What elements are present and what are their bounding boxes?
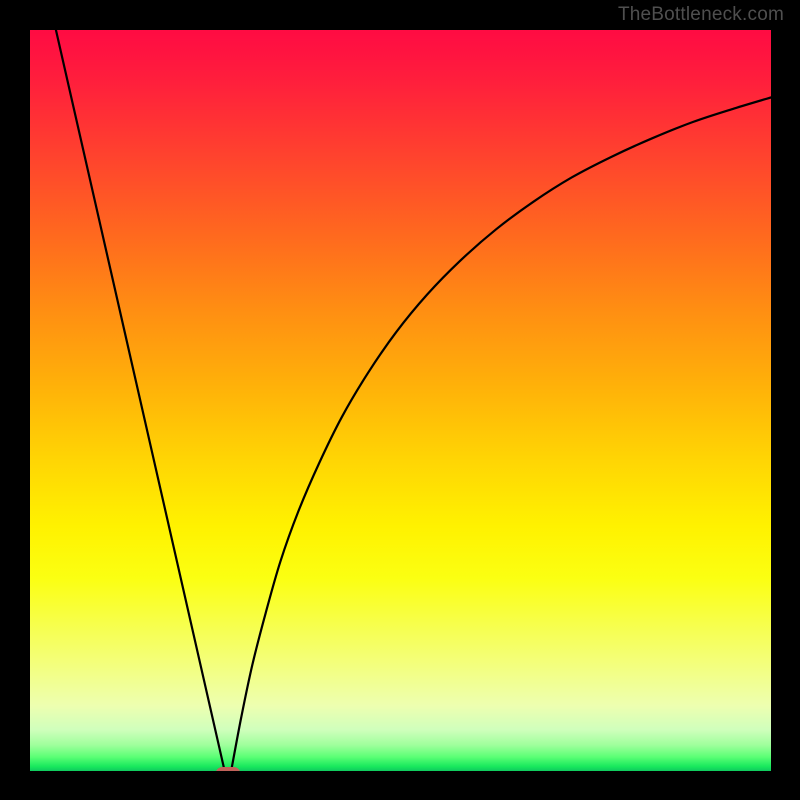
curve-left — [56, 30, 224, 769]
watermark-text: TheBottleneck.com — [618, 4, 784, 26]
chart-container: TheBottleneck.com — [0, 0, 800, 800]
plot-area — [30, 30, 771, 771]
curve-right — [232, 97, 771, 768]
curve-layer — [30, 30, 771, 771]
minimum-marker — [215, 767, 240, 771]
